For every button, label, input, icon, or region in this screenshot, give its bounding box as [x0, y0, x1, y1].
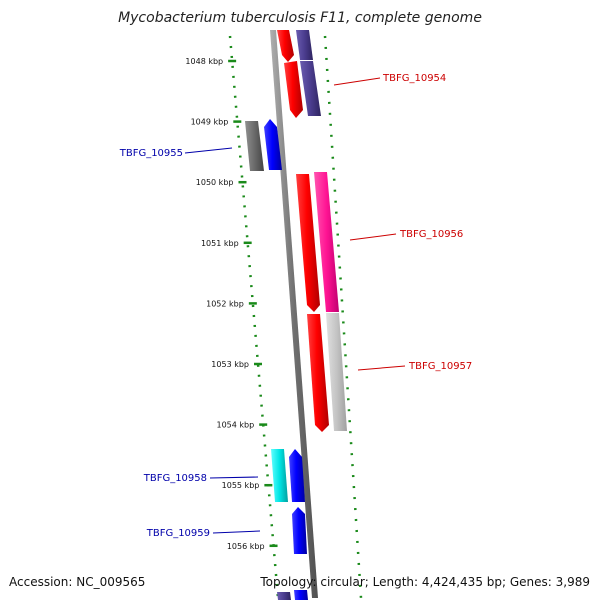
cds-red-tbfg-10954	[284, 61, 303, 118]
cds-pink-tbfg-10956	[314, 172, 339, 312]
gene-label[interactable]: TBFG_10957	[408, 361, 472, 372]
cds-blue-tbfg-10959	[292, 507, 307, 554]
gene-labels: TBFG_10954 TBFG_10955 TBFG_10956 TBFG_10957…	[119, 73, 473, 539]
gene-label[interactable]: TBFG_10956	[399, 229, 463, 240]
gene-leader-line	[209, 476, 259, 479]
cds-red-tbfg-10956	[296, 174, 320, 312]
genome-summary-text: Topology: circular; Length: 4,424,435 bp…	[260, 575, 590, 589]
gc-content-track	[228, 35, 363, 599]
tick-label: 1051 kbp	[201, 239, 239, 248]
gene-label[interactable]: TBFG_10958	[143, 473, 207, 484]
scale-ticks: 1048 kbp 1049 kbp 1050 kbp 1051 kbp 1052 kbp…	[185, 57, 278, 551]
gene-leader-line	[349, 233, 397, 241]
gene-label[interactable]: TBFG_10955	[119, 148, 183, 159]
gene-leader-line	[212, 530, 261, 534]
gene-leader-line	[357, 365, 406, 371]
cds-red-top	[277, 30, 294, 62]
tick-label: 1055 kbp	[222, 481, 260, 490]
tick-label: 1052 kbp	[206, 299, 244, 308]
cds-cyan-tbfg-10958	[271, 449, 288, 502]
gene-label[interactable]: TBFG_10959	[146, 528, 210, 539]
cds-red-tbfg-10957	[307, 314, 329, 432]
cds-gray-tbfg-10955	[245, 121, 264, 171]
gene-leader-line	[184, 147, 233, 154]
tick-label: 1049 kbp	[191, 118, 229, 127]
gc-track-left	[228, 35, 280, 599]
cds-purple-top	[296, 30, 313, 60]
tick-label: 1054 kbp	[216, 421, 254, 430]
accession-text: Accession: NC_009565	[9, 575, 146, 589]
cds-features	[245, 30, 347, 600]
gene-label[interactable]: TBFG_10954	[382, 73, 446, 84]
cds-blue-bottom	[294, 590, 308, 600]
cds-blue-tbfg-10958	[289, 449, 305, 502]
tick-label: 1056 kbp	[227, 542, 265, 551]
cds-blue-tbfg-10955	[264, 119, 282, 170]
map-title: Mycobacterium tuberculosis F11, complete…	[118, 10, 482, 26]
tick-label: 1053 kbp	[211, 360, 249, 369]
genome-backbone	[270, 30, 318, 598]
gene-leader-line	[333, 77, 381, 86]
tick-label: 1048 kbp	[185, 57, 223, 66]
tick-label: 1050 kbp	[196, 178, 234, 187]
cds-lightgray-tbfg-10957	[326, 313, 347, 431]
cds-purple-tbfg-10954	[300, 61, 321, 116]
cds-purple-bottom	[277, 592, 291, 600]
